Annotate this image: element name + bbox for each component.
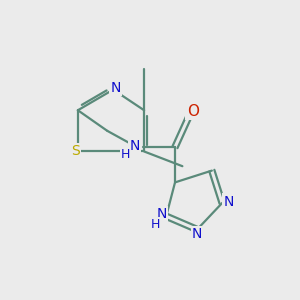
- Text: N: N: [224, 194, 234, 208]
- Text: H: H: [121, 148, 130, 161]
- Text: O: O: [187, 104, 199, 119]
- Text: N: N: [192, 227, 202, 241]
- Text: S: S: [71, 145, 80, 158]
- Text: N: N: [157, 207, 167, 221]
- Text: N: N: [110, 81, 121, 95]
- Text: H: H: [151, 218, 160, 231]
- Text: N: N: [129, 140, 140, 154]
